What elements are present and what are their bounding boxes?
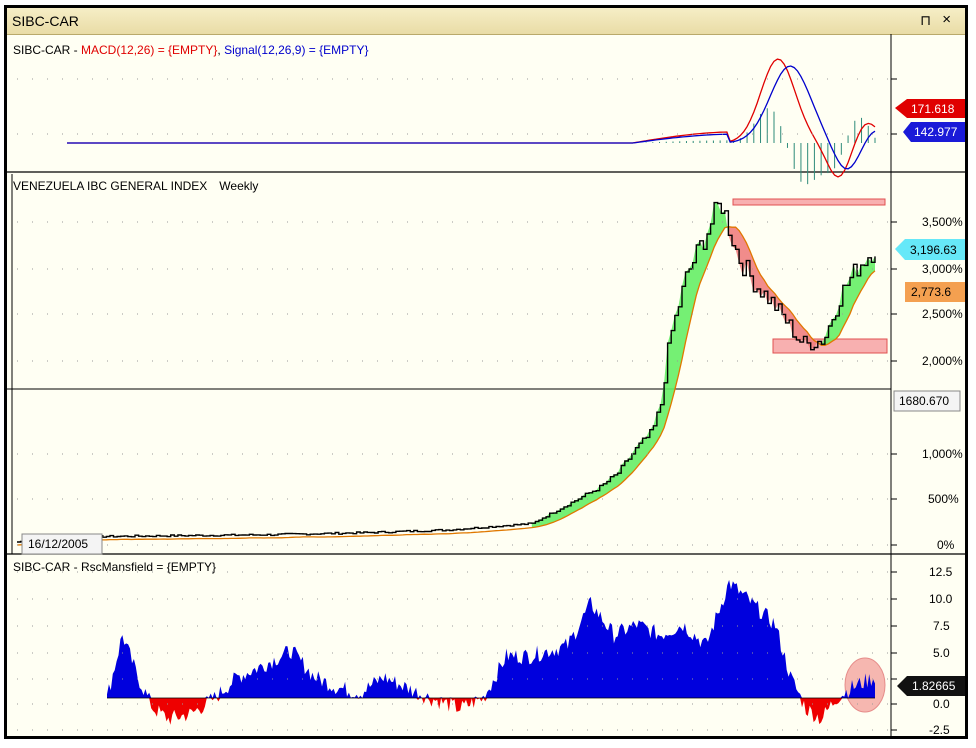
rsc-value-label: 1.82665	[912, 679, 956, 693]
macd-legend-prefix: SIBC-CAR -	[13, 43, 81, 57]
rsc-label-12-5: 12.5	[929, 565, 953, 579]
average-badge	[905, 282, 965, 302]
crosshair-value-badge	[893, 390, 961, 412]
period-label: Weekly	[219, 179, 258, 193]
average-label: 2,773.6	[911, 285, 951, 299]
rsc-negative-area	[107, 698, 875, 725]
pin-icon[interactable]: ⊓	[920, 12, 931, 28]
chart-canvas: SIBC-CAR - MACD(12,26) = {EMPTY}, Signal…	[7, 34, 965, 737]
date-label: 16/12/2005	[28, 537, 88, 551]
crosshair-value-label: 1680.670	[899, 394, 949, 408]
high-box	[732, 198, 886, 206]
y-label-0: 0%	[937, 538, 955, 552]
price-axis-labels: 3,500% 3,000% 2,500% 2,000% 1,000% 500% …	[922, 215, 963, 552]
macd-histogram	[645, 108, 876, 185]
rsc-axis-labels: 12.5 10.0 7.5 5.0 0.0 -2.5	[929, 565, 953, 737]
last-price-badge	[895, 239, 965, 260]
chart-window: SIBC-CAR ⊓ × SIBC-CAR - MACD(12,26) = {E…	[4, 5, 968, 739]
downtrend-fill	[728, 226, 818, 350]
macd-value-label: 171.618	[911, 102, 955, 116]
price-line	[17, 201, 876, 543]
uptrend-fill	[531, 202, 875, 528]
moving-average-line	[16, 226, 876, 546]
index-name: VENEZUELA IBC GENERAL INDEX	[13, 179, 207, 193]
price-panel-title: VENEZUELA IBC GENERAL INDEX Weekly	[13, 179, 258, 193]
y-label-2000: 2,000%	[922, 354, 963, 368]
rsc-value-badge	[897, 676, 965, 696]
rsc-legend: SIBC-CAR - RscMansfield = {EMPTY}	[13, 560, 216, 574]
macd-legend-signal: Signal(12,26,9) = {EMPTY}	[224, 43, 368, 57]
rsc-label-10: 10.0	[929, 592, 953, 606]
y-label-2500: 2,500%	[922, 307, 963, 321]
y-label-3500: 3,500%	[922, 215, 963, 229]
title-bar: SIBC-CAR ⊓ ×	[7, 8, 965, 35]
y-label-1000: 1,000%	[922, 447, 963, 461]
macd-value-badge	[895, 99, 965, 118]
rsc-label-7-5: 7.5	[933, 619, 950, 633]
rsc-label-0: 0.0	[933, 697, 950, 711]
date-badge	[21, 533, 103, 555]
last-price-label: 3,196.63	[910, 243, 957, 257]
signal-value-label: 142.977	[914, 125, 958, 139]
signal-line	[67, 65, 876, 170]
close-icon[interactable]: ×	[942, 11, 951, 28]
macd-line	[67, 58, 876, 178]
y-label-500: 500%	[928, 492, 959, 506]
rsc-label-neg-2-5: -2.5	[929, 723, 950, 737]
signal-value-badge	[903, 122, 965, 142]
macd-legend-separator: ,	[217, 43, 224, 57]
macd-legend: SIBC-CAR - MACD(12,26) = {EMPTY}, Signal…	[13, 43, 369, 57]
rsc-label-5: 5.0	[933, 646, 950, 660]
y-label-3000: 3,000%	[922, 262, 963, 276]
rsc-positive-area	[107, 579, 875, 698]
window-title: SIBC-CAR	[12, 13, 79, 29]
macd-legend-macd: MACD(12,26) = {EMPTY}	[81, 43, 217, 57]
